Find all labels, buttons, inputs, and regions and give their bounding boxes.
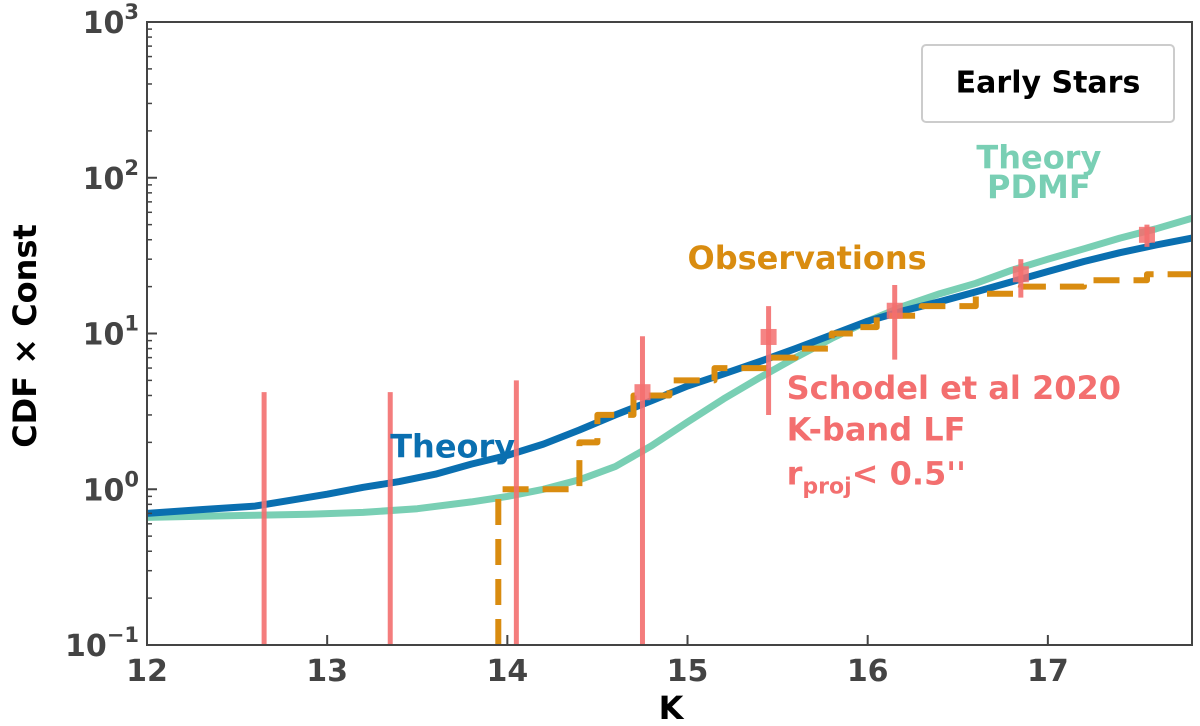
y-tick-exp-4: 3: [124, 0, 139, 24]
x-tick-label-3: 15: [667, 654, 709, 689]
annotation-obs: Observations: [688, 239, 927, 277]
annotation-rproj-rest: < 0.5'': [852, 455, 966, 493]
y-tick-base-1: 10: [83, 473, 125, 508]
y-tick-exp-1: 0: [124, 467, 139, 491]
x-axis-label: K: [659, 689, 685, 726]
annotation-rproj: rproj< 0.5'': [787, 455, 966, 500]
legend: Early Stars: [921, 44, 1175, 123]
y-tick-base-0: 10: [65, 629, 107, 664]
series-line-theory-pdmf: [147, 214, 1192, 521]
errorbar-marker-4: [760, 328, 777, 345]
errorbar-layer: [261, 224, 1155, 645]
y-tick-exp-3: 2: [124, 156, 139, 180]
y-tick-base-4: 10: [83, 6, 125, 41]
y-tick-label-2: 101: [83, 312, 139, 353]
y-tick-label-4: 103: [83, 0, 139, 41]
errorbar-marker-5: [886, 302, 903, 319]
annotation-rproj-main: r: [787, 455, 803, 493]
y-tick-label-3: 102: [83, 156, 139, 197]
x-tick-label-2: 14: [486, 654, 528, 689]
x-tick-label-0: 12: [126, 654, 168, 689]
x-tick-label-4: 16: [847, 654, 889, 689]
annotation-pdmf_1: Theory: [976, 138, 1101, 176]
y-tick-base-2: 10: [83, 318, 125, 353]
errorbar-marker-3: [634, 384, 651, 401]
y-tick-base-3: 10: [83, 162, 125, 197]
y-axis-label: CDF × Const: [6, 224, 44, 448]
annotation-sch_2: K-band LF: [787, 411, 966, 449]
y-tick-exp-2: 1: [124, 312, 139, 336]
annotation-sch_1: Schodel et al 2020: [787, 369, 1121, 407]
x-tick-label-5: 17: [1027, 654, 1069, 689]
annotation-theory: Theory: [390, 427, 515, 465]
x-tick-label-1: 13: [306, 654, 348, 689]
annotation-pdmf_2: PDMF: [987, 168, 1091, 206]
legend-text: Early Stars: [956, 66, 1141, 101]
y-tick-label-0: 10−1: [65, 623, 139, 664]
legend-box: [921, 44, 1175, 123]
y-tick-label-1: 100: [83, 467, 139, 508]
annotation-rproj-sub: proj: [802, 475, 851, 500]
errorbar-marker-6: [1012, 266, 1029, 283]
errorbar-marker-7: [1138, 226, 1155, 243]
y-tick-exp-0: −1: [107, 623, 139, 647]
